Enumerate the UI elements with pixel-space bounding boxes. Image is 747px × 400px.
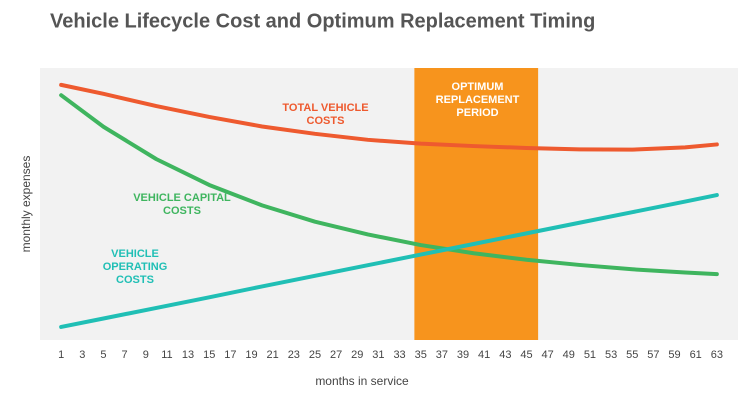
x-tick-label: 23 bbox=[288, 349, 300, 361]
x-tick-label: 29 bbox=[351, 349, 363, 361]
x-tick-label: 11 bbox=[161, 349, 172, 361]
series-label: TOTAL VEHICLE COSTS bbox=[282, 102, 369, 127]
x-tick-label: 19 bbox=[245, 349, 257, 361]
x-tick-label: 63 bbox=[711, 349, 723, 361]
x-tick-label: 43 bbox=[499, 349, 511, 361]
x-tick-label: 61 bbox=[690, 349, 702, 361]
x-tick-label: 1 bbox=[58, 349, 64, 361]
x-tick-label: 45 bbox=[520, 349, 532, 361]
x-tick-label: 47 bbox=[542, 349, 554, 361]
x-tick-label: 51 bbox=[584, 349, 596, 361]
x-axis-label: months in service bbox=[315, 374, 409, 388]
x-tick-label: 55 bbox=[626, 349, 638, 361]
series-label: VEHICLE CAPITAL COSTS bbox=[133, 192, 231, 217]
y-axis-label: monthly expenses bbox=[19, 156, 33, 253]
chart-title: Vehicle Lifecycle Cost and Optimum Repla… bbox=[50, 10, 595, 32]
x-tick-label: 7 bbox=[122, 349, 128, 361]
x-tick-label: 25 bbox=[309, 349, 321, 361]
x-tick-label: 3 bbox=[79, 349, 85, 361]
highlight-label: OPTIMUM REPLACEMENT PERIOD bbox=[435, 81, 520, 119]
x-tick-label: 21 bbox=[267, 349, 279, 361]
x-tick-label: 35 bbox=[415, 349, 427, 361]
x-tick-label: 53 bbox=[605, 349, 617, 361]
x-tick-label: 57 bbox=[647, 349, 659, 361]
highlight-band bbox=[414, 68, 539, 340]
series-line bbox=[59, 82, 719, 152]
series-label: VEHICLE OPERATING COSTS bbox=[102, 248, 168, 286]
x-tick-label: 33 bbox=[393, 349, 405, 361]
x-tick-label: 13 bbox=[182, 349, 194, 361]
x-tick-label: 31 bbox=[372, 349, 384, 361]
x-tick-label: 37 bbox=[436, 349, 448, 361]
series-line bbox=[59, 93, 719, 277]
x-tick-label: 17 bbox=[224, 349, 236, 361]
x-tick-label: 49 bbox=[563, 349, 575, 361]
x-tick-label: 41 bbox=[478, 349, 490, 361]
x-tick-label: 27 bbox=[330, 349, 342, 361]
x-tick-label: 39 bbox=[457, 349, 469, 361]
x-tick-label: 59 bbox=[668, 349, 680, 361]
x-tick-label: 15 bbox=[203, 349, 215, 361]
series-line bbox=[59, 193, 719, 329]
plot-background bbox=[40, 68, 738, 340]
x-tick-label: 5 bbox=[100, 349, 106, 361]
x-tick-label: 9 bbox=[143, 349, 149, 361]
